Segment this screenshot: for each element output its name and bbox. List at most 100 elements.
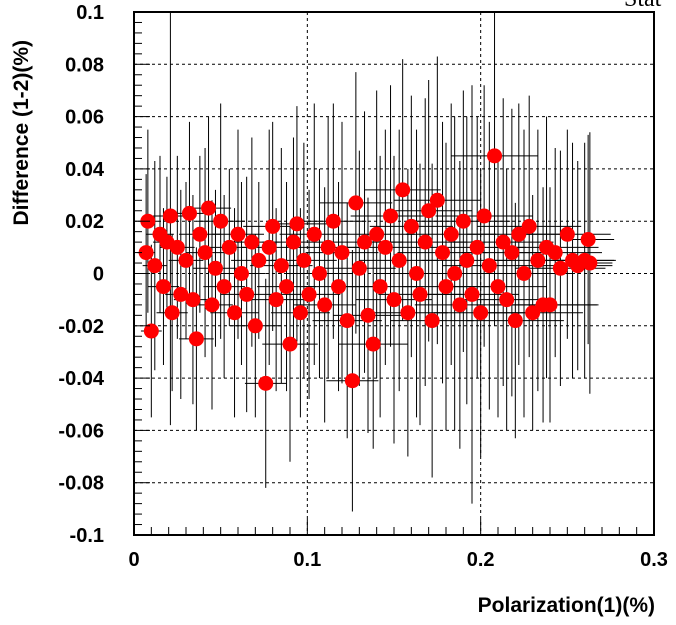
data-point	[213, 213, 229, 229]
data-point	[185, 292, 201, 308]
y-tick-label: 0.02	[65, 211, 104, 233]
data-point	[357, 234, 373, 250]
data-point	[429, 192, 445, 208]
data-point	[495, 234, 511, 250]
data-point	[530, 252, 546, 268]
y-axis-ticks	[134, 11, 150, 536]
data-point	[386, 292, 402, 308]
data-point	[247, 318, 263, 334]
data-point	[391, 252, 407, 268]
y-tick-label: -0.08	[58, 473, 104, 495]
data-point	[251, 252, 267, 268]
data-point	[268, 292, 284, 308]
data-point	[403, 218, 419, 234]
data-point	[331, 279, 347, 295]
data-point	[409, 266, 425, 281]
x-tick-label: 0.2	[467, 549, 495, 571]
data-point	[296, 252, 312, 268]
data-point	[311, 266, 327, 281]
x-tick-label: 0.1	[293, 549, 321, 571]
data-point	[292, 305, 308, 321]
data-point	[438, 279, 454, 295]
data-markers	[138, 148, 598, 391]
y-tick-label: 0.1	[76, 2, 104, 24]
data-point	[188, 331, 204, 347]
data-point	[178, 252, 194, 268]
data-point	[447, 266, 463, 281]
data-point	[261, 239, 277, 255]
y-axis-title: Difference (1-2)(%)	[10, 40, 33, 226]
data-point	[476, 208, 492, 224]
data-point	[507, 313, 523, 329]
data-point	[164, 305, 180, 321]
data-point	[516, 266, 532, 281]
y-tick-label: -0.1	[70, 525, 104, 547]
data-point	[547, 245, 563, 261]
data-point	[369, 226, 385, 242]
data-point	[317, 297, 333, 313]
data-point	[162, 208, 178, 224]
data-point	[265, 218, 281, 234]
data-point	[285, 234, 301, 250]
data-point	[301, 286, 317, 302]
data-point	[273, 258, 289, 274]
data-point	[377, 239, 393, 255]
data-point	[490, 279, 506, 295]
data-point	[360, 307, 376, 323]
data-point	[481, 258, 497, 274]
data-point	[521, 218, 537, 234]
data-point	[412, 286, 428, 302]
data-point	[452, 297, 468, 313]
data-point	[421, 203, 437, 219]
data-point	[487, 148, 503, 164]
data-point	[201, 200, 217, 216]
data-point	[216, 279, 232, 295]
data-point	[582, 255, 598, 271]
data-point	[258, 375, 274, 391]
x-tick-label: 0	[128, 549, 139, 571]
data-point	[417, 234, 433, 250]
data-point	[197, 245, 213, 261]
data-point	[239, 286, 255, 302]
data-point	[138, 245, 154, 261]
data-point	[289, 216, 305, 232]
data-point	[424, 313, 440, 329]
x-tick-label: 0.3	[640, 549, 668, 571]
data-point	[227, 305, 243, 321]
data-point	[173, 286, 189, 302]
data-point	[320, 239, 336, 255]
data-point	[169, 239, 185, 255]
data-point	[244, 234, 260, 250]
data-point	[306, 226, 322, 242]
y-tick-label: 0.06	[65, 107, 104, 129]
data-point	[365, 336, 381, 352]
data-point	[473, 305, 489, 321]
data-point	[334, 245, 350, 261]
data-point	[282, 336, 298, 352]
data-point	[455, 213, 471, 229]
data-point	[459, 252, 475, 268]
data-point	[230, 226, 246, 242]
data-point	[542, 297, 558, 313]
stats-box-label: Stat	[624, 0, 662, 12]
y-tick-label: -0.06	[58, 420, 104, 442]
x-axis-tick-labels: 0 0.1 0.2 0.3	[128, 549, 667, 571]
y-tick-label: 0.04	[65, 159, 105, 181]
data-point	[395, 182, 411, 198]
data-point	[181, 205, 197, 221]
data-point	[351, 260, 367, 276]
y-tick-label: 0	[93, 264, 104, 286]
data-point	[464, 286, 480, 302]
data-point	[221, 239, 237, 255]
data-point	[469, 239, 485, 255]
x-axis-ticks	[133, 519, 655, 535]
data-point	[325, 213, 341, 229]
data-point	[344, 373, 360, 389]
data-point	[383, 208, 399, 224]
data-point	[207, 260, 223, 276]
data-point	[155, 279, 171, 295]
data-point	[279, 279, 295, 295]
data-point	[580, 232, 596, 248]
data-point	[147, 258, 163, 274]
